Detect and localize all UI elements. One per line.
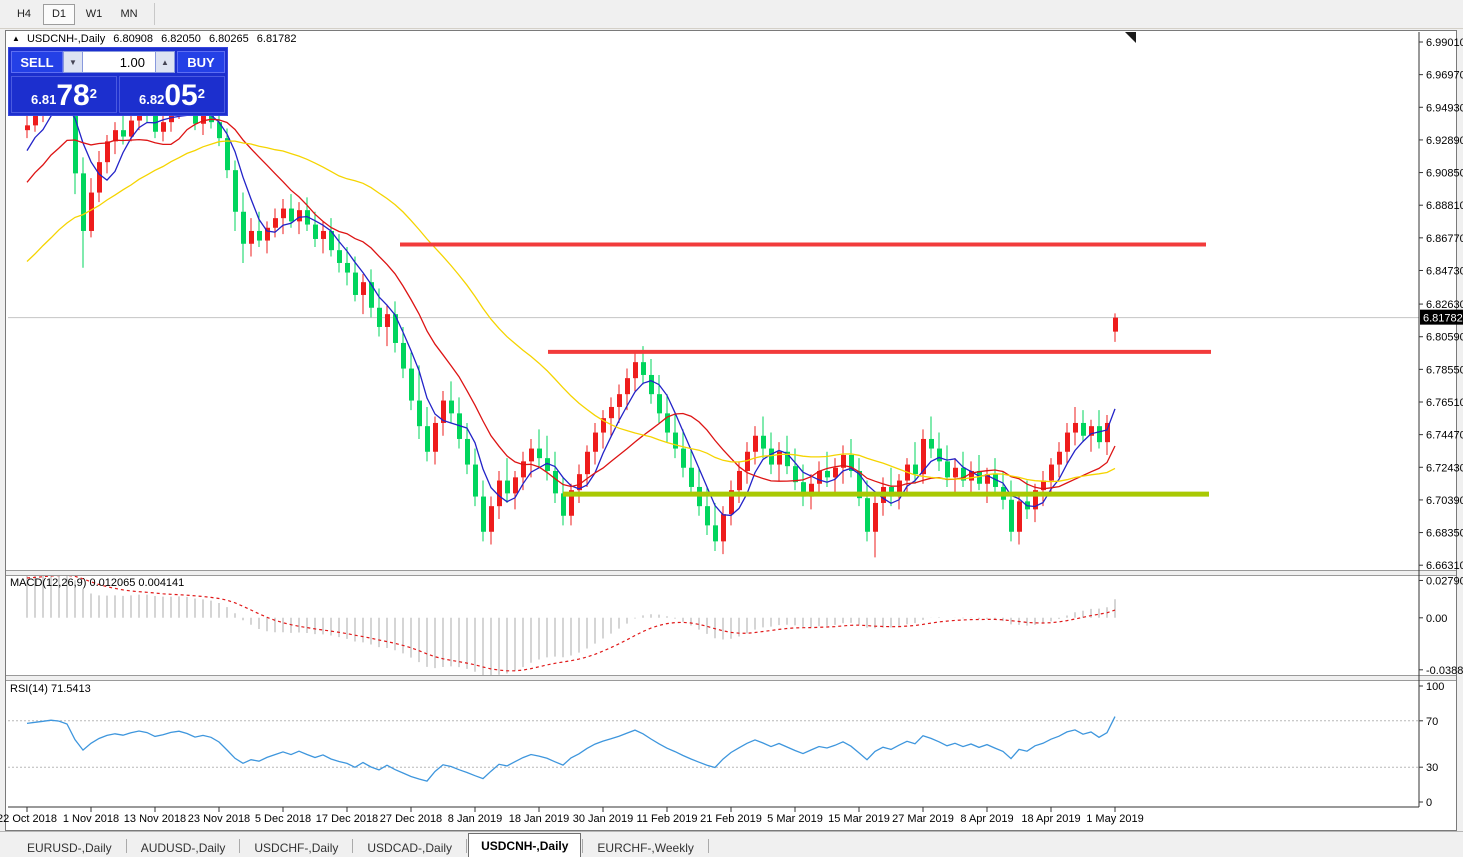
sell-price-big: 78 bbox=[56, 79, 90, 112]
macd-label: MACD(12,26,9) 0.012065 0.004141 bbox=[10, 577, 185, 589]
ohlc-open: 6.80908 bbox=[113, 33, 154, 45]
panel-collapse-icon[interactable]: ▲ bbox=[12, 34, 20, 43]
chart-title: ▲ USDCNH-,Daily 6.80908 6.82050 6.80265 … bbox=[12, 33, 297, 45]
tab-usdchf-daily[interactable]: USDCHF-,Daily bbox=[254, 840, 339, 855]
tab-audusd-daily[interactable]: AUDUSD-,Daily bbox=[140, 840, 226, 855]
timeframe-button-h4[interactable]: H4 bbox=[8, 3, 40, 25]
sell-price-sup: 2 bbox=[89, 86, 97, 101]
tab-usdcad-daily[interactable]: USDCAD-,Daily bbox=[367, 840, 453, 855]
tab-separator bbox=[352, 839, 354, 853]
tab-separator bbox=[239, 839, 241, 853]
timeframe-button-w1[interactable]: W1 bbox=[78, 3, 110, 25]
tab-separator bbox=[125, 839, 127, 853]
symbol-tab-bar: EURUSD-,Daily AUDUSD-,Daily USDCHF-,Daily U… bbox=[0, 831, 1463, 857]
toolbar-divider bbox=[154, 3, 155, 25]
pane-splitter-macd[interactable] bbox=[6, 570, 1456, 576]
buy-button[interactable]: BUY bbox=[177, 51, 225, 73]
sell-price-base: 6.81 bbox=[31, 92, 57, 107]
timeframe-button-mn[interactable]: MN bbox=[113, 3, 145, 25]
ohlc-close: 6.81782 bbox=[256, 33, 297, 45]
tab-eurchf-weekly[interactable]: EURCHF-,Weekly bbox=[597, 840, 694, 855]
tab-usdcnh-daily[interactable]: USDCNH-,Daily bbox=[468, 833, 582, 857]
volume-increase-button[interactable]: ▲ bbox=[155, 51, 175, 73]
rsi-label: RSI(14) 71.5413 bbox=[10, 683, 91, 695]
tab-separator bbox=[707, 839, 709, 853]
symbol-period-label: USDCNH-,Daily bbox=[26, 33, 106, 45]
buy-price-display[interactable]: 6.82 05 2 bbox=[119, 76, 225, 113]
tab-separator bbox=[582, 839, 584, 853]
volume-input[interactable] bbox=[83, 51, 155, 73]
ohlc-low: 6.80265 bbox=[208, 33, 249, 45]
sell-price-display[interactable]: 6.81 78 2 bbox=[11, 76, 117, 113]
sell-button[interactable]: SELL bbox=[11, 51, 63, 73]
tab-eurusd-daily[interactable]: EURUSD-,Daily bbox=[27, 840, 112, 855]
tab-separator bbox=[466, 839, 468, 853]
buy-price-base: 6.82 bbox=[139, 92, 165, 107]
timeframe-toolbar: H4 D1 W1 MN bbox=[0, 0, 1463, 29]
pane-splitter-rsi[interactable] bbox=[6, 675, 1456, 681]
volume-decrease-button[interactable]: ▼ bbox=[63, 51, 83, 73]
buy-price-big: 05 bbox=[164, 79, 198, 112]
ohlc-high: 6.82050 bbox=[161, 33, 201, 45]
chart-surface[interactable] bbox=[5, 30, 1457, 831]
timeframe-button-d1[interactable]: D1 bbox=[43, 3, 75, 25]
buy-price-sup: 2 bbox=[197, 86, 205, 101]
